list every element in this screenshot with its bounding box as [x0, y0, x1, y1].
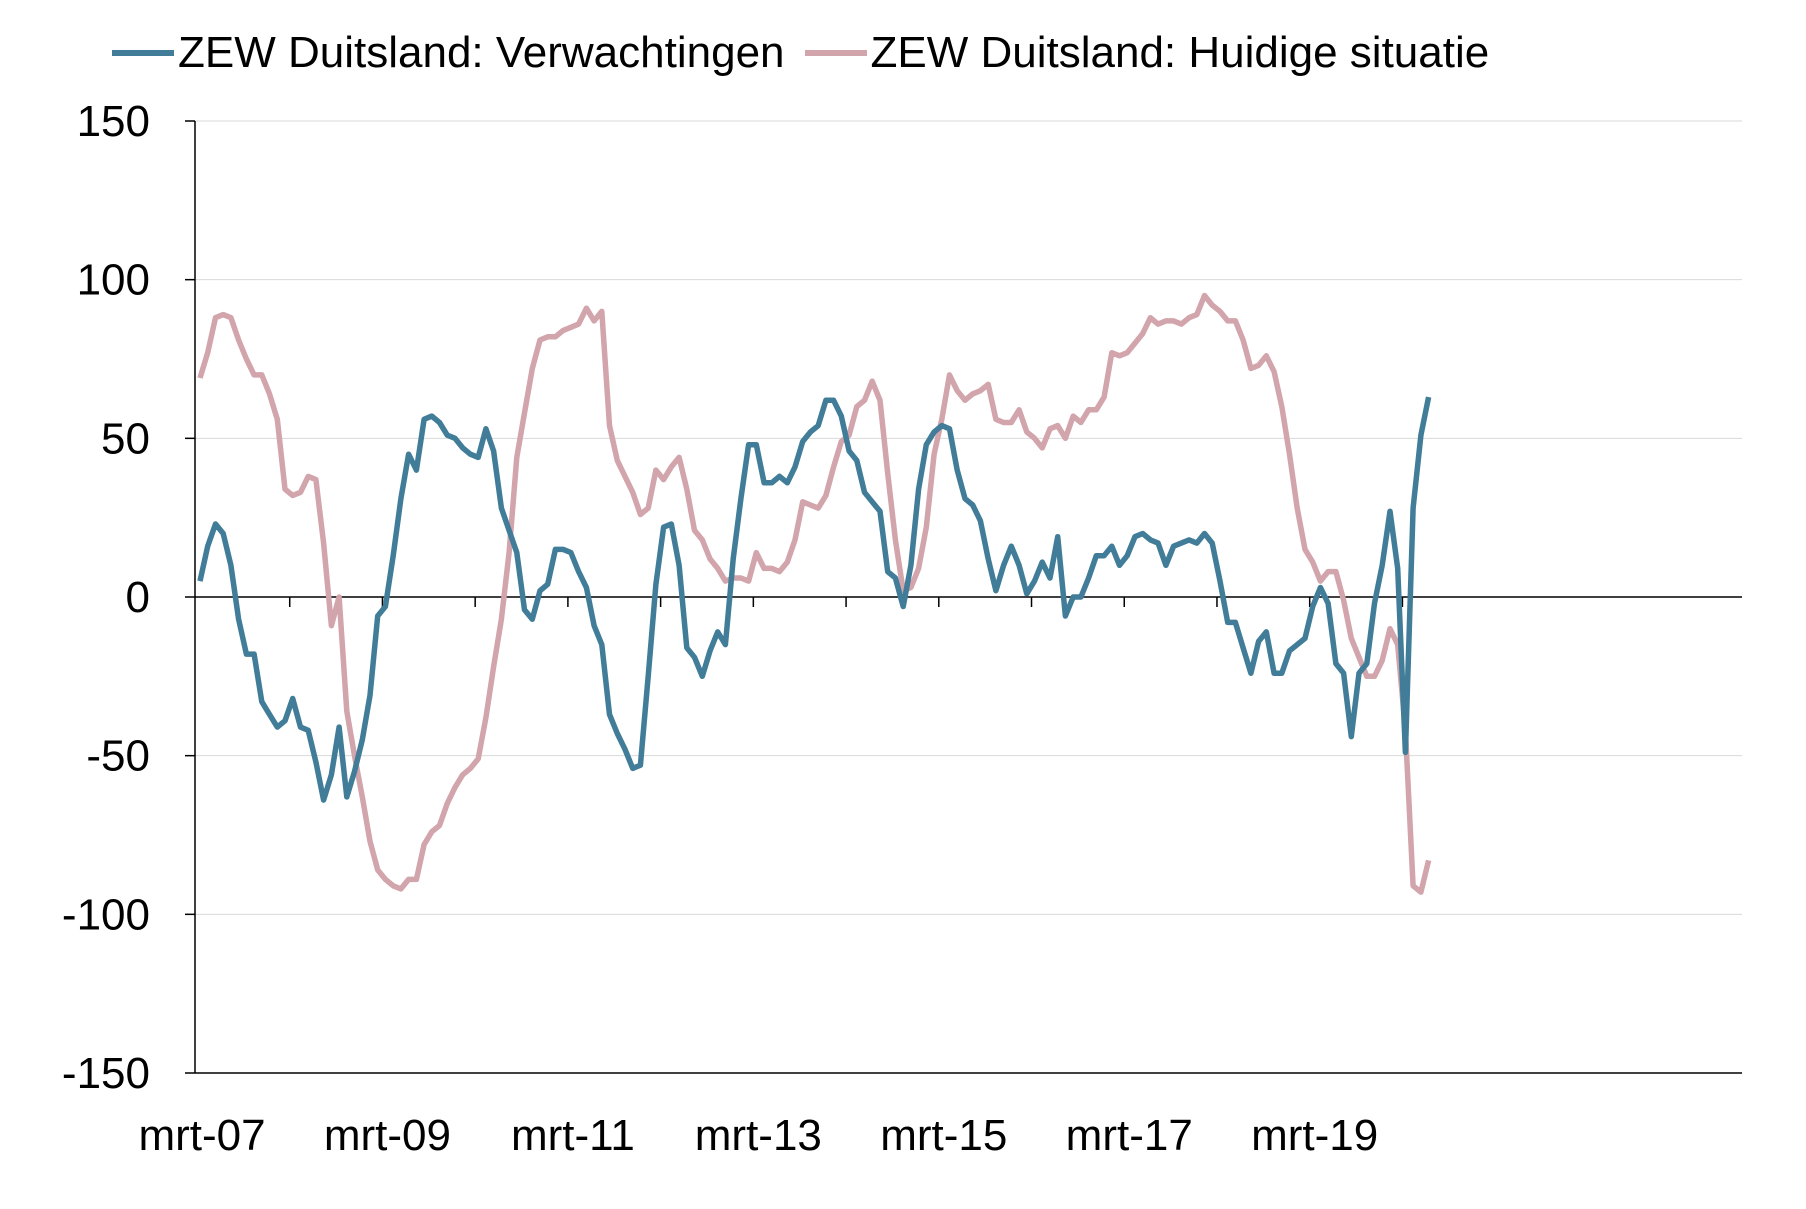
y-tick-label-1: 100	[77, 256, 150, 305]
y-axis-ticks: 150 100 50 0 -50 -100 -150	[62, 97, 195, 1098]
x-tick-label-6: mrt-19	[1251, 1111, 1378, 1160]
y-tick-label-4: -50	[86, 732, 150, 781]
series-line-1	[197, 292, 1432, 895]
legend-swatch-huidige-situatie	[804, 50, 867, 56]
legend: ZEW Duitsland: Verwachtingen ZEW Duitsla…	[112, 28, 1509, 78]
y-tick-label-2: 50	[101, 414, 150, 463]
legend-label-huidige-situatie: ZEW Duitsland: Huidige situatie	[870, 28, 1490, 77]
x-tick-label-5: mrt-17	[1066, 1111, 1193, 1160]
y-tick-label-6: -150	[62, 1049, 150, 1098]
series-line-0	[197, 396, 1432, 803]
series-lines	[197, 292, 1432, 895]
legend-swatch-verwachtingen	[112, 50, 174, 56]
x-tick-label-0: mrt-07	[138, 1111, 265, 1160]
x-tick-label-1: mrt-09	[324, 1111, 451, 1160]
y-tick-label-3: 0	[126, 573, 150, 622]
x-tick-label-3: mrt-13	[695, 1111, 822, 1160]
x-tick-label-4: mrt-15	[880, 1111, 1007, 1160]
legend-label-verwachtingen: ZEW Duitsland: Verwachtingen	[178, 28, 785, 77]
legend-item-huidige-situatie: ZEW Duitsland: Huidige situatie	[804, 28, 1490, 78]
axes	[194, 121, 1742, 1074]
y-tick-label-5: -100	[62, 890, 150, 939]
legend-item-verwachtingen: ZEW Duitsland: Verwachtingen	[112, 28, 785, 78]
x-tick-label-2: mrt-11	[511, 1111, 635, 1160]
y-tick-label-0: 150	[77, 97, 150, 146]
x-axis-ticks: mrt-07 mrt-09 mrt-11 mrt-13 mrt-15 mrt-17 mrt-…	[138, 597, 1404, 1160]
